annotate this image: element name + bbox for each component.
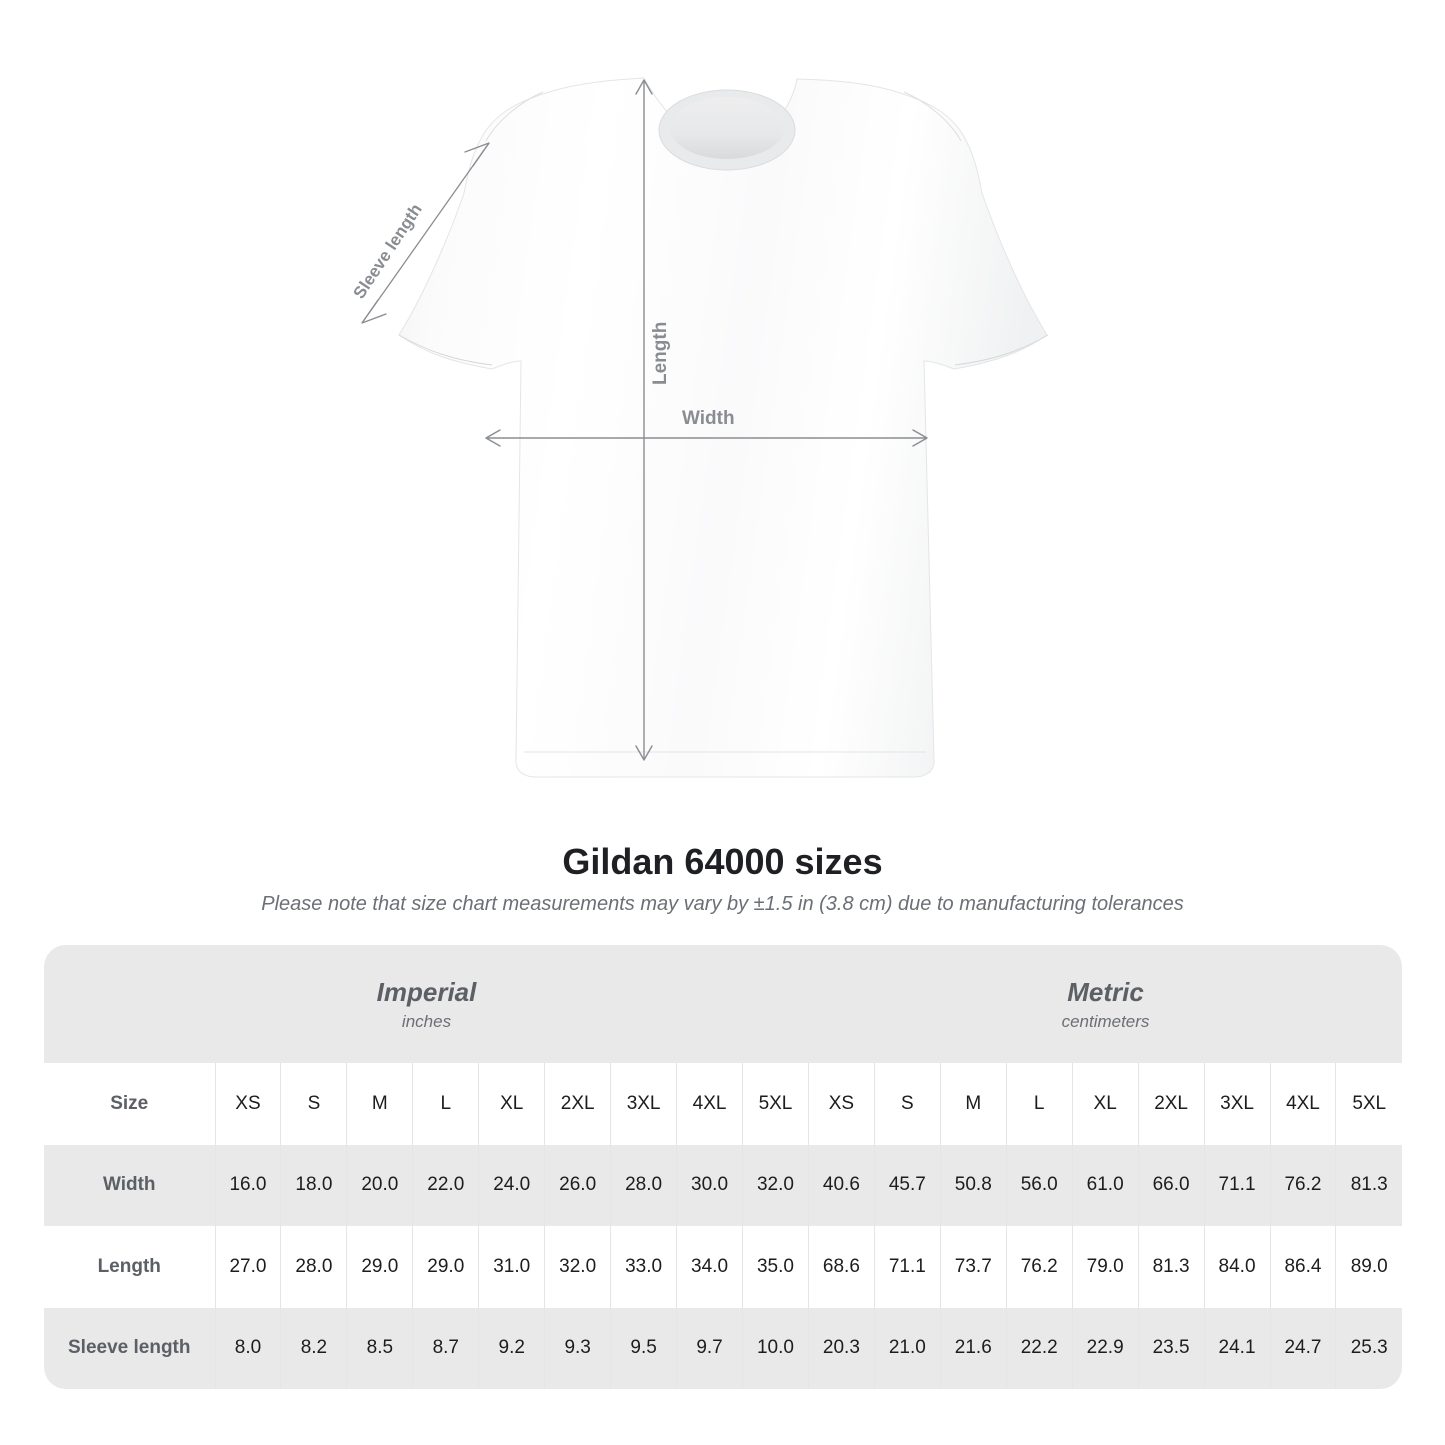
svg-text:Length: Length bbox=[650, 322, 671, 385]
svg-text:Width: Width bbox=[682, 408, 735, 429]
